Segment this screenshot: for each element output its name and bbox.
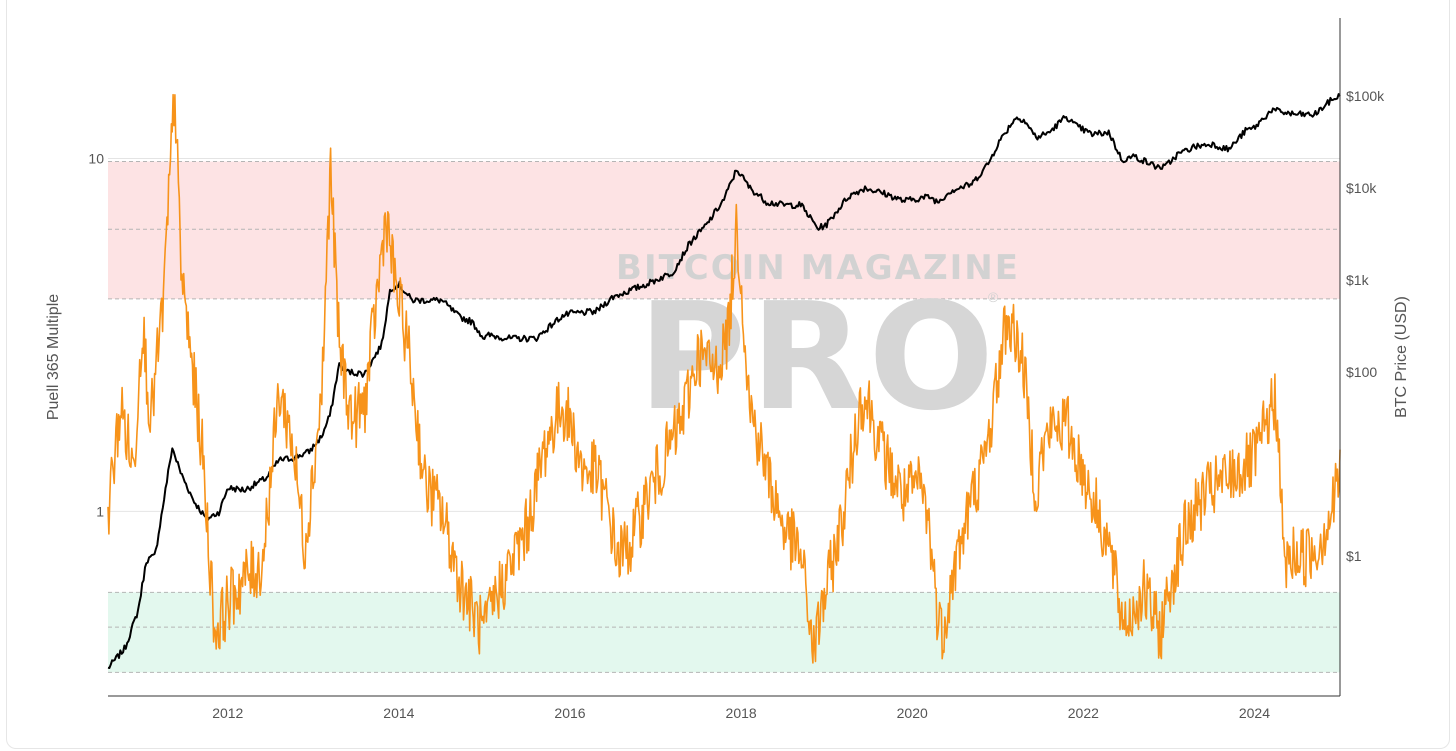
left-axis-title: Puell 365 Multiple (45, 294, 62, 420)
x-tick-label: 2014 (383, 705, 414, 721)
tick-labels: 2012 2014 2016 2018 2020 2022 2024 1 10 $1 $100 $1k… (88, 88, 1385, 721)
right-tick-label: $10k (1346, 180, 1377, 196)
right-tick-label: $100k (1346, 88, 1385, 104)
low-zone-band (108, 592, 1340, 673)
right-tick-label: $100 (1346, 364, 1377, 380)
x-tick-label: 2016 (554, 705, 585, 721)
right-tick-label: $1k (1346, 272, 1370, 288)
right-tick-label: $1 (1346, 548, 1362, 564)
watermark-registered-mark: ® (988, 289, 999, 305)
left-tick-label: 10 (88, 150, 104, 166)
gridlines (108, 157, 1340, 512)
axes (108, 18, 1341, 697)
high-zone-band (108, 161, 1340, 299)
x-tick-label: 2018 (726, 705, 757, 721)
left-tick-label: 1 (96, 503, 104, 519)
btc-price-line (107, 93, 1341, 669)
x-tick-label: 2020 (897, 705, 928, 721)
watermark-main-text: PRO (638, 271, 998, 443)
zone-bands (108, 161, 1340, 673)
x-tick-label: 2022 (1068, 705, 1099, 721)
series (107, 93, 1341, 669)
puell-multiple-line (107, 93, 1341, 664)
x-tick-label: 2012 (212, 705, 243, 721)
x-tick-label: 2024 (1239, 705, 1270, 721)
right-axis-title: BTC Price (USD) (1393, 296, 1410, 418)
